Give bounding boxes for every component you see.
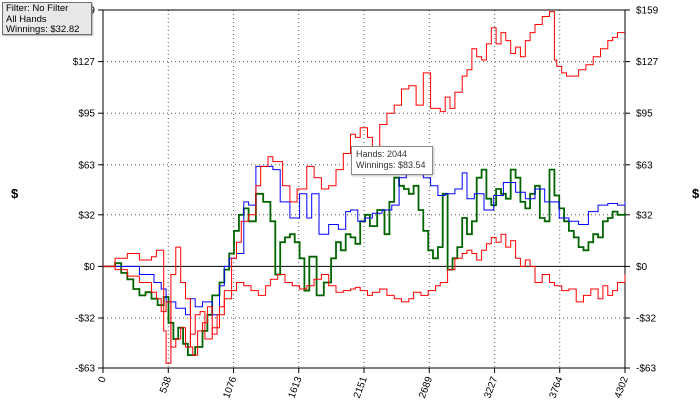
series-line-red-3 bbox=[103, 233, 626, 348]
y-tick-label-left: $127 bbox=[73, 57, 96, 68]
x-tick-label: 1076 bbox=[221, 375, 239, 400]
y-tick-label-right: -$63 bbox=[636, 364, 656, 375]
x-tick-label: 4302 bbox=[613, 375, 631, 400]
y-tick-label-left: $0 bbox=[84, 262, 96, 273]
y-tick-label-right: $63 bbox=[636, 160, 653, 171]
y-tick-label-left: -$63 bbox=[75, 364, 95, 375]
tooltip-winnings: Winnings: $83.54 bbox=[356, 160, 426, 170]
x-tick-label: 3227 bbox=[482, 375, 500, 400]
hands-filter-label: All Hands bbox=[6, 14, 47, 25]
y-axis-label-left: $ bbox=[11, 186, 19, 201]
total-winnings-label: Winnings: $32.82 bbox=[6, 25, 80, 35]
y-tick-label-right: $95 bbox=[636, 109, 653, 120]
x-tick-label: 538 bbox=[158, 375, 174, 395]
grid bbox=[103, 9, 625, 369]
x-tick-label: 1613 bbox=[287, 375, 305, 400]
hover-tooltip: Hands: 2044 Winnings: $83.54 bbox=[351, 146, 433, 175]
x-tick-label: 0 bbox=[97, 375, 109, 384]
y-tick-label-right: $0 bbox=[636, 262, 648, 273]
series-line-blue-1 bbox=[103, 165, 626, 316]
x-tick-label: 2151 bbox=[352, 375, 370, 400]
axes: -$63 -$63 -$32 -$32 $0 $0 $32 $32 $63 $63 $95 $95 $1… bbox=[73, 6, 659, 400]
y-tick-label-left: $32 bbox=[78, 210, 95, 221]
series-line-green-0 bbox=[103, 168, 626, 356]
tooltip-hands: Hands: 2044 bbox=[356, 149, 408, 159]
x-tick-label: 3764 bbox=[548, 375, 566, 400]
y-tick-label-right: $32 bbox=[636, 210, 653, 221]
y-tick-label-right: $159 bbox=[636, 6, 659, 17]
y-tick-label-right: $127 bbox=[636, 57, 659, 68]
y-tick-label-right: -$32 bbox=[636, 314, 656, 325]
filter-info-box: Filter: No Filter All Hands Winnings: $3… bbox=[2, 2, 92, 35]
y-tick-label-left: $63 bbox=[78, 160, 95, 171]
y-tick-label-left: $95 bbox=[78, 109, 95, 120]
y-axis-label-right: $ bbox=[692, 186, 700, 201]
x-tick-label: 2689 bbox=[417, 375, 435, 400]
filter-label: Filter: No Filter bbox=[6, 4, 69, 14]
y-tick-label-left: -$32 bbox=[75, 314, 95, 325]
